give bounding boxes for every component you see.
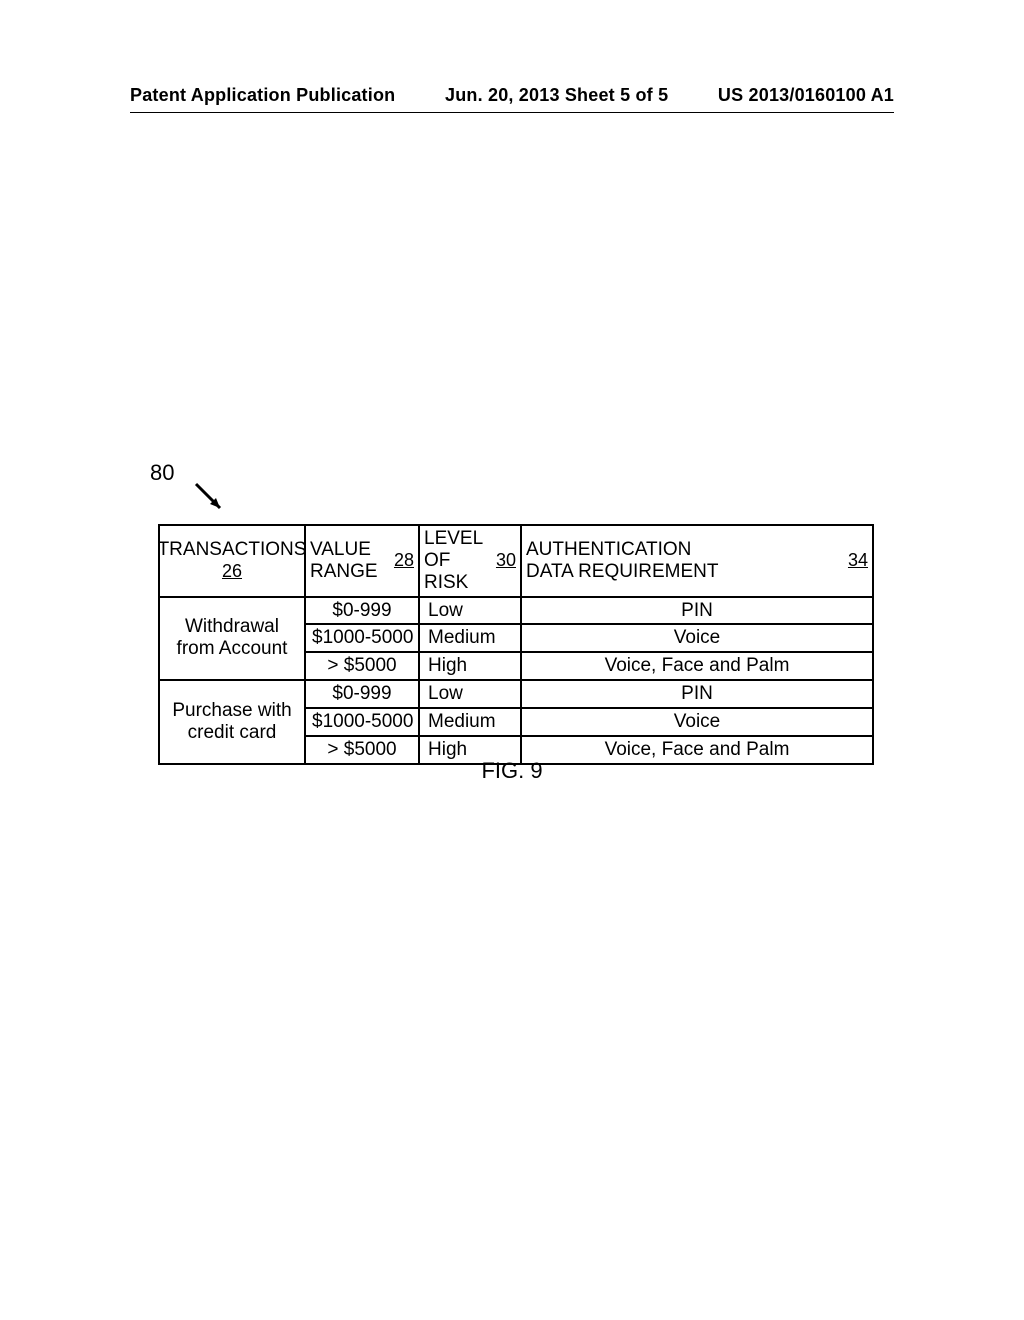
policy-table: TRANSACTIONS 26 VALUERANGE 28	[158, 524, 872, 765]
header-left: Patent Application Publication	[130, 85, 395, 106]
col-header-transactions: TRANSACTIONS 26	[159, 525, 305, 597]
col-header-value-range: VALUERANGE 28	[305, 525, 419, 597]
transaction-cell: Withdrawal from Account	[159, 597, 305, 681]
col-label: LEVEL OFRISK	[424, 528, 482, 593]
reference-number: 80	[150, 460, 174, 486]
auth-cell: Voice	[521, 708, 873, 736]
value-range-cell: $1000-5000	[305, 708, 419, 736]
transaction-cell: Purchase with credit card	[159, 680, 305, 764]
col-label: VALUERANGE	[310, 539, 378, 582]
value-range-cell: $0-999	[305, 680, 419, 708]
figure-caption: FIG. 9	[0, 758, 1024, 784]
auth-cell: Voice, Face and Palm	[521, 652, 873, 680]
auth-cell: Voice	[521, 624, 873, 652]
table-header-row: TRANSACTIONS 26 VALUERANGE 28	[159, 525, 873, 597]
risk-cell: Medium	[419, 624, 521, 652]
risk-cell: Medium	[419, 708, 521, 736]
col-label: TRANSACTIONS	[158, 539, 307, 560]
risk-cell: Low	[419, 597, 521, 625]
transaction-label: Purchase with credit card	[172, 700, 291, 743]
auth-cell: PIN	[521, 597, 873, 625]
transaction-label: Withdrawal from Account	[177, 616, 288, 659]
col-header-auth-requirement: AUTHENTICATIONDATA REQUIREMENT 34	[521, 525, 873, 597]
col-ref-number: 34	[848, 550, 868, 571]
auth-cell: PIN	[521, 680, 873, 708]
col-label: AUTHENTICATIONDATA REQUIREMENT	[526, 539, 718, 582]
header-center: Jun. 20, 2013 Sheet 5 of 5	[445, 85, 668, 106]
col-header-risk-level: LEVEL OFRISK 30	[419, 525, 521, 597]
col-ref-number: 28	[394, 550, 414, 571]
document-header: Patent Application Publication Jun. 20, …	[0, 85, 1024, 106]
table-row: Purchase with credit card $0-999 Low PIN	[159, 680, 873, 708]
reference-arrow-icon	[192, 480, 234, 522]
header-rule	[130, 112, 894, 113]
header-right: US 2013/0160100 A1	[718, 85, 894, 106]
col-ref-number: 30	[496, 550, 516, 571]
risk-cell: Low	[419, 680, 521, 708]
value-range-cell: $0-999	[305, 597, 419, 625]
value-range-cell: $1000-5000	[305, 624, 419, 652]
value-range-cell: > $5000	[305, 652, 419, 680]
col-ref-number: 26	[222, 561, 242, 581]
risk-cell: High	[419, 652, 521, 680]
table-row: Withdrawal from Account $0-999 Low PIN	[159, 597, 873, 625]
